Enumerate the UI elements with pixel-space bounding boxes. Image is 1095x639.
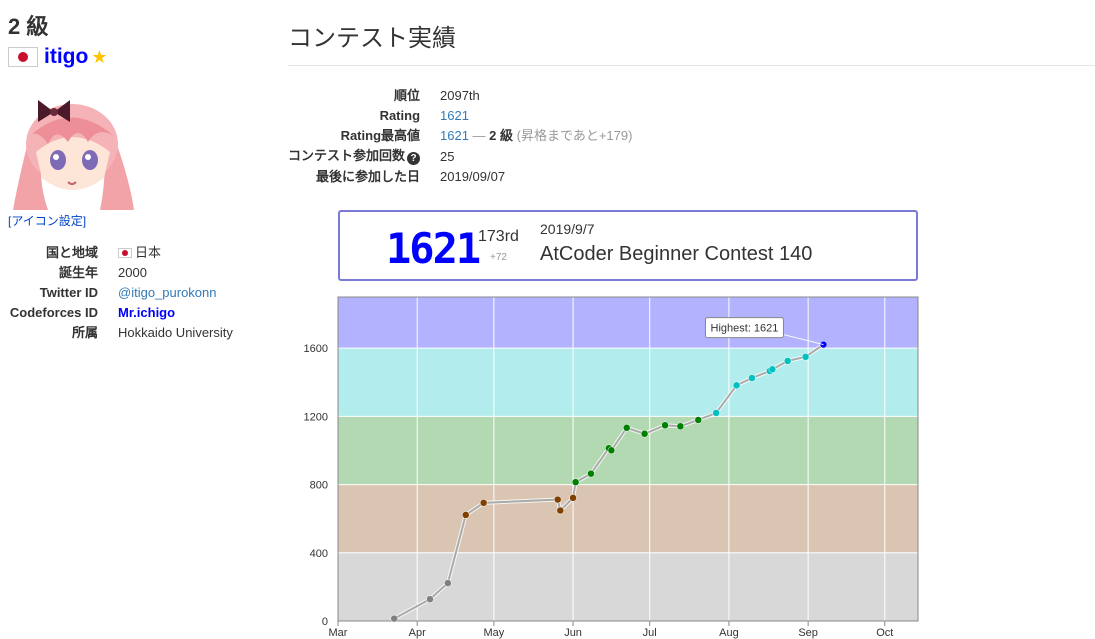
profile-key: 誕生年 [58, 265, 98, 280]
profile-sidebar: 2 級 itigo ★ [アイコン設定] 国と地域 日本 誕生年 2000 Tw… [8, 14, 268, 343]
rating-point [444, 579, 452, 587]
profile-value: 2000 [118, 265, 147, 280]
profile-key: Twitter ID [39, 285, 98, 300]
avatar [8, 82, 136, 210]
rating-point [390, 614, 398, 623]
main-content: コンテスト実績 順位 2097th Rating 1621 Rating最高値 … [288, 0, 1095, 639]
rating-point [426, 595, 434, 603]
stat-row-count: コンテスト参加回数? 25 [288, 146, 632, 167]
highest-label: Highest: 1621 [711, 323, 779, 335]
stat-value: 25 [440, 148, 455, 164]
rating-value: 1621 [440, 108, 469, 123]
rating-point [676, 422, 685, 431]
y-tick-label: 1600 [304, 343, 328, 355]
x-tick-label: May [483, 627, 504, 639]
y-tick-label: 800 [310, 480, 328, 492]
stat-row-highest: Rating最高値 1621 — 2 級 (昇格まであと+179) [288, 126, 633, 146]
rating-point [569, 494, 577, 502]
rating-chart: MarAprMayJunJulAugSepOct2019040080012001… [304, 296, 919, 639]
stat-row-rank: 順位 2097th [288, 86, 632, 106]
profile-row-codeforces: Codeforces ID Mr.ichigo [8, 303, 233, 323]
stat-key: Rating最高値 [340, 128, 421, 143]
stat-row-last: 最後に参加した日 2019/09/07 [288, 167, 632, 187]
stat-key: 順位 [394, 88, 421, 103]
highest-separator: — [468, 128, 490, 143]
rating-point [607, 446, 616, 455]
rating-band [338, 348, 918, 417]
stat-key: Rating [379, 108, 421, 123]
x-tick-label: Mar [329, 627, 348, 639]
highest-value: 1621 [440, 128, 469, 143]
twitter-link[interactable]: @itigo_purokonn [118, 285, 217, 300]
star-icon: ★ [91, 46, 108, 67]
x-tick-label: Jun [564, 627, 582, 639]
promotion-note: (昇格まであと+179) [516, 128, 633, 143]
rating-point [622, 424, 631, 432]
rating-point [462, 511, 470, 519]
stat-key: 最後に参加した日 [316, 169, 421, 184]
profile-row-birth: 誕生年 2000 [8, 263, 233, 283]
status-contest-name[interactable]: AtCoder Beginner Contest 140 [540, 243, 813, 265]
profile-key: Codeforces ID [9, 305, 98, 320]
stat-value: 2019/09/07 [440, 169, 506, 184]
profile-key: 国と地域 [45, 245, 98, 260]
x-tick-label: Oct [876, 627, 893, 639]
profile-key: 所属 [71, 325, 98, 340]
help-icon[interactable]: ? [407, 152, 421, 165]
rating-status-box: 1621 173rd +72 2019/9/7 AtCoder Beginner… [338, 210, 918, 281]
profile-row-country: 国と地域 日本 [8, 243, 233, 263]
user-line: itigo ★ [8, 44, 268, 70]
rating-band [338, 484, 918, 553]
stat-row-rating: Rating 1621 [288, 106, 632, 126]
codeforces-link[interactable]: Mr.ichigo [118, 305, 176, 320]
highest-box [704, 317, 784, 339]
rating-point [571, 478, 580, 486]
user-grade: 2 級 [8, 14, 49, 39]
icon-settings-link[interactable]: [アイコン設定] [8, 214, 87, 228]
x-tick-label: Jul [643, 627, 657, 639]
profile-value: 日本 [135, 245, 162, 260]
stat-value: 2097th [440, 88, 480, 103]
profile-table: 国と地域 日本 誕生年 2000 Twitter ID @itigo_purok… [8, 243, 233, 343]
rating-point [587, 469, 595, 478]
profile-row-affiliation: 所属 Hokkaido University [8, 323, 233, 343]
rating-point [553, 495, 562, 504]
username[interactable]: itigo [44, 45, 89, 68]
plot-frame [337, 296, 919, 622]
rating-point [661, 421, 669, 429]
x-tick-label: Sep [798, 627, 818, 639]
profile-value: Hokkaido University [118, 325, 233, 340]
status-rank: 173rd [478, 228, 519, 245]
rating-point [732, 381, 741, 390]
rating-point [712, 409, 720, 417]
rating-point [748, 374, 756, 382]
japan-flag-icon [8, 47, 38, 67]
x-tick-label: Aug [719, 627, 739, 639]
status-date: 2019/9/7 [540, 221, 595, 237]
rating-point [556, 506, 565, 515]
rating-point [768, 365, 777, 374]
status-diff: +72 [490, 252, 507, 263]
rating-point [694, 416, 703, 424]
rating-band [338, 552, 918, 621]
x-tick-label: Apr [409, 627, 426, 639]
divider [288, 65, 1095, 66]
y-tick-label: 400 [310, 548, 328, 560]
profile-row-twitter: Twitter ID @itigo_purokonn [8, 283, 233, 303]
contest-stats-table: 順位 2097th Rating 1621 Rating最高値 1621 — 2… [288, 86, 632, 187]
y-tick-label: 0 [322, 616, 328, 628]
rating-band [338, 297, 918, 349]
japan-flag-icon [118, 248, 132, 258]
rating-point [479, 499, 488, 507]
rating-point [801, 353, 810, 361]
status-rating: 1621 [386, 224, 481, 273]
y-tick-label: 1200 [304, 411, 328, 423]
stat-key: コンテスト参加回数 [288, 148, 406, 163]
page-title: コンテスト実績 [288, 25, 456, 52]
highest-pointer [783, 334, 824, 346]
rating-point [783, 357, 792, 365]
highest-grade: 2 級 [489, 128, 514, 143]
rating-point [640, 430, 649, 438]
